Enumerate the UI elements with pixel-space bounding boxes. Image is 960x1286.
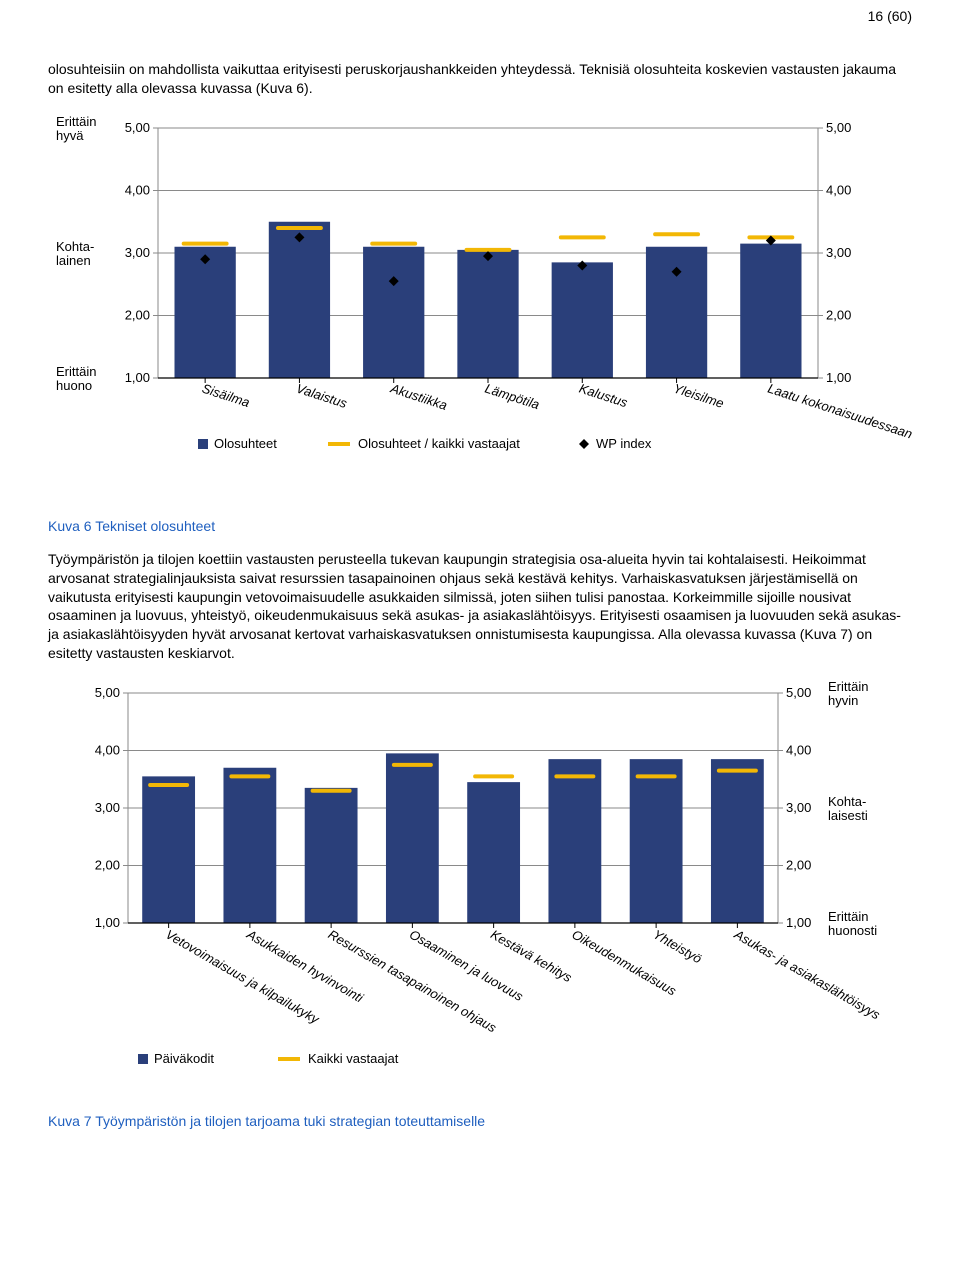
svg-text:5,00: 5,00 bbox=[786, 685, 811, 700]
svg-text:huono: huono bbox=[56, 378, 92, 393]
svg-text:Kalustus: Kalustus bbox=[577, 380, 630, 410]
svg-text:2,00: 2,00 bbox=[125, 307, 150, 322]
svg-text:laisesti: laisesti bbox=[828, 808, 868, 823]
svg-text:1,00: 1,00 bbox=[125, 370, 150, 385]
svg-text:1,00: 1,00 bbox=[786, 915, 811, 930]
svg-text:Olosuhteet: Olosuhteet bbox=[214, 436, 277, 451]
svg-text:5,00: 5,00 bbox=[826, 120, 851, 135]
svg-text:Laatu kokonaisuudessaan: Laatu kokonaisuudessaan bbox=[766, 380, 912, 441]
svg-text:5,00: 5,00 bbox=[95, 685, 120, 700]
svg-text:3,00: 3,00 bbox=[95, 800, 120, 815]
svg-text:Lämpötila: Lämpötila bbox=[483, 380, 541, 412]
svg-text:Yleisilme: Yleisilme bbox=[672, 380, 726, 410]
svg-text:Yhteistyö: Yhteistyö bbox=[651, 927, 705, 967]
svg-text:Kaikki vastaajat: Kaikki vastaajat bbox=[308, 1051, 399, 1066]
svg-text:Päiväkodit: Päiväkodit bbox=[154, 1051, 214, 1066]
svg-text:Vetovoimaisuus ja kilpailukyky: Vetovoimaisuus ja kilpailukyky bbox=[163, 927, 323, 1028]
figure-7-caption: Kuva 7 Työympäristön ja tilojen tarjoama… bbox=[48, 1113, 912, 1129]
svg-text:2,00: 2,00 bbox=[786, 858, 811, 873]
svg-text:Resurssien tasapainoinen ohjau: Resurssien tasapainoinen ohjaus bbox=[326, 927, 500, 1036]
chart-1: 1,00 1,00 2,00 2,00 3,00 3,00 4,00 4,00 5,00 5,00… bbox=[48, 116, 912, 506]
svg-text:Kohta-: Kohta- bbox=[828, 794, 866, 809]
svg-text:Erittäin: Erittäin bbox=[828, 909, 868, 924]
page-number: 16 (60) bbox=[868, 8, 912, 24]
intro-paragraph: olosuhteisiin on mahdollista vaikuttaa e… bbox=[48, 60, 912, 98]
svg-text:lainen: lainen bbox=[56, 253, 91, 268]
svg-text:4,00: 4,00 bbox=[125, 182, 150, 197]
chart-1-svg: 1,00 1,00 2,00 2,00 3,00 3,00 4,00 4,00 5,00 5,00… bbox=[48, 116, 912, 506]
svg-text:hyvin: hyvin bbox=[828, 693, 858, 708]
svg-text:Olosuhteet / kaikki vastaajat: Olosuhteet / kaikki vastaajat bbox=[358, 436, 520, 451]
svg-text:Akustiikka: Akustiikka bbox=[388, 380, 449, 413]
svg-text:1,00: 1,00 bbox=[826, 370, 851, 385]
figure-6-caption: Kuva 6 Tekniset olosuhteet bbox=[48, 518, 912, 534]
svg-text:4,00: 4,00 bbox=[95, 743, 120, 758]
page: 16 (60) olosuhteisiin on mahdollista vai… bbox=[0, 0, 960, 1157]
svg-text:Erittäin: Erittäin bbox=[56, 364, 96, 379]
svg-text:Kohta-: Kohta- bbox=[56, 239, 94, 254]
svg-text:huonosti: huonosti bbox=[828, 923, 877, 938]
svg-text:2,00: 2,00 bbox=[826, 307, 851, 322]
svg-text:WP index: WP index bbox=[596, 436, 652, 451]
svg-text:4,00: 4,00 bbox=[786, 743, 811, 758]
svg-text:1,00: 1,00 bbox=[95, 915, 120, 930]
svg-text:Asukas- ja asiakaslähtöisyys: Asukas- ja asiakaslähtöisyys bbox=[731, 926, 883, 1022]
svg-text:4,00: 4,00 bbox=[826, 182, 851, 197]
svg-text:3,00: 3,00 bbox=[786, 800, 811, 815]
chart-2: 1,00 1,00 2,00 2,00 3,00 3,00 4,00 4,00 5,00 5,00… bbox=[48, 681, 912, 1101]
chart-2-svg: 1,00 1,00 2,00 2,00 3,00 3,00 4,00 4,00 5,00 5,00… bbox=[48, 681, 912, 1101]
svg-text:3,00: 3,00 bbox=[826, 245, 851, 260]
svg-text:Sisäilma: Sisäilma bbox=[200, 380, 251, 409]
mid-paragraph: Työympäristön ja tilojen koettiin vastau… bbox=[48, 550, 912, 663]
svg-text:Valaistus: Valaistus bbox=[295, 380, 350, 411]
svg-text:3,00: 3,00 bbox=[125, 245, 150, 260]
svg-text:5,00: 5,00 bbox=[125, 120, 150, 135]
svg-text:2,00: 2,00 bbox=[95, 858, 120, 873]
svg-text:hyvä: hyvä bbox=[56, 128, 84, 143]
